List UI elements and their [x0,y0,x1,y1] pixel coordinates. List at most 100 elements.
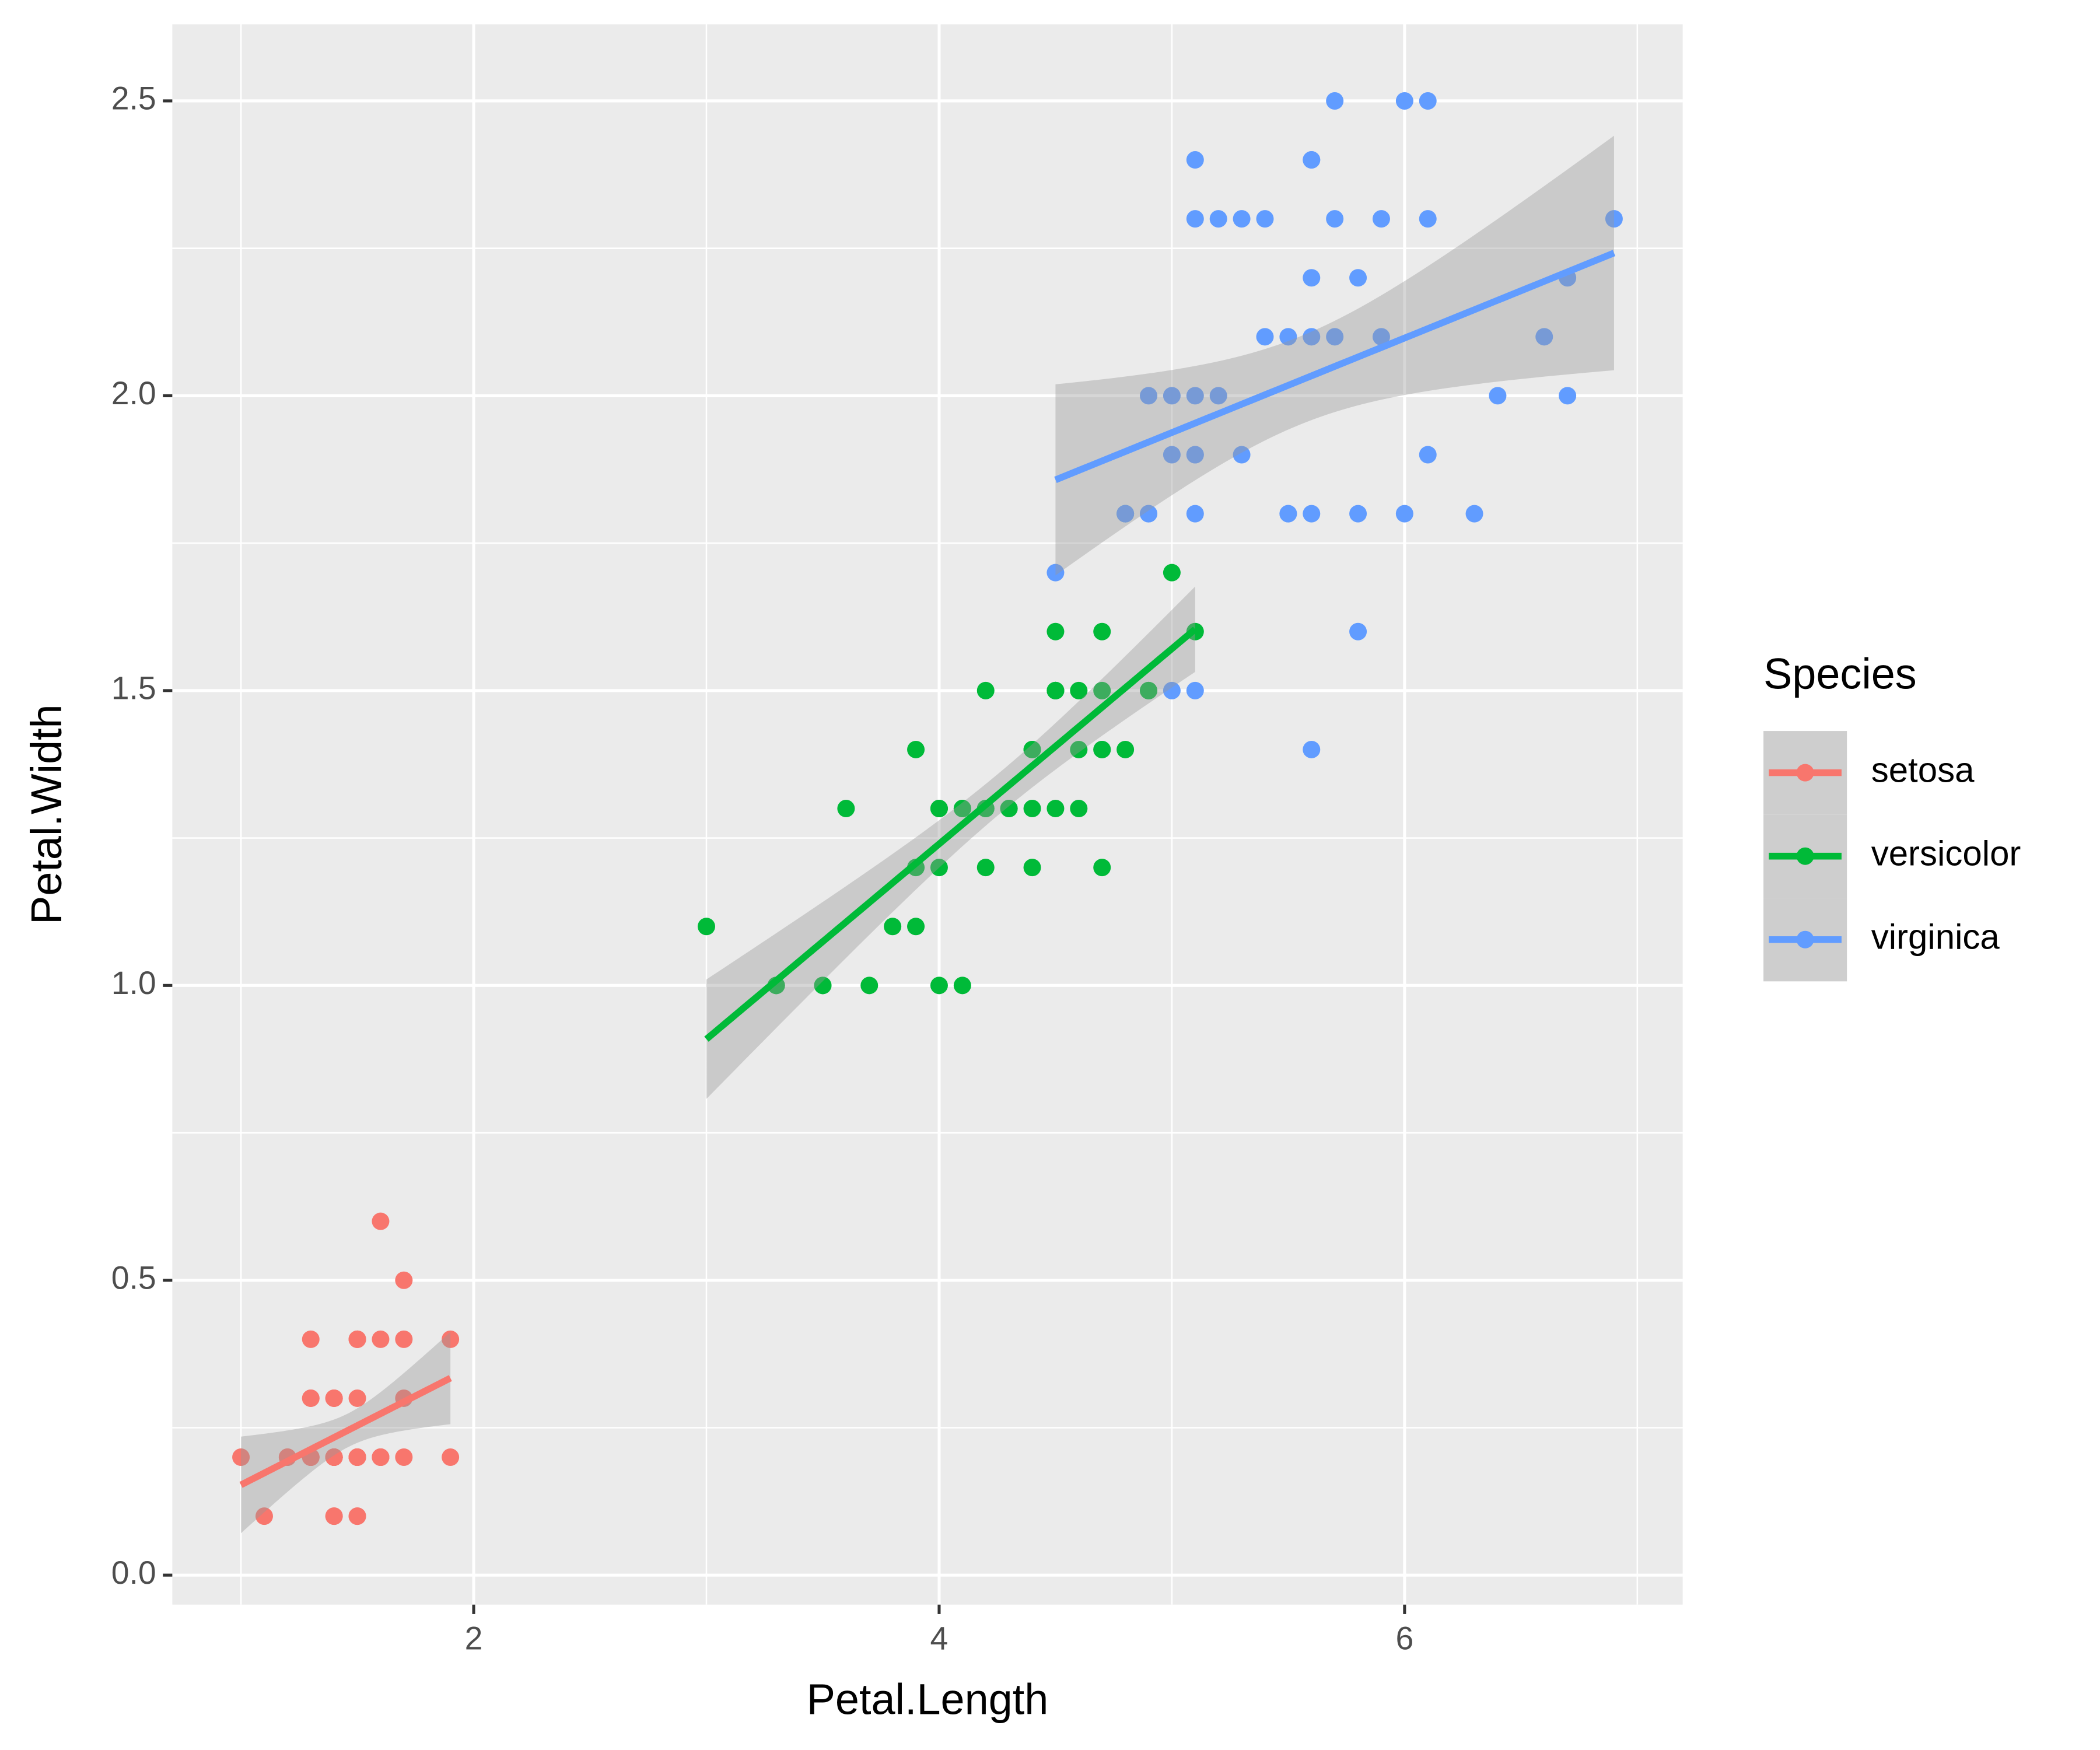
point [1372,210,1390,228]
point [1419,210,1437,228]
point [1163,387,1181,405]
point [1163,681,1181,699]
point [1303,151,1321,169]
point [1046,564,1065,582]
point [1046,681,1065,699]
point [232,1448,250,1466]
point [837,800,855,818]
point [1209,387,1227,405]
point [348,1448,366,1466]
point [1070,681,1088,699]
point [1349,622,1367,640]
panel [172,24,1683,1605]
point [442,1330,460,1348]
point [1186,505,1204,523]
point [860,977,878,995]
x-axis-title: Petal.Length [807,1675,1049,1724]
point [1605,210,1623,228]
confidence-band [1055,135,1614,576]
point [1349,505,1367,523]
point [1140,681,1158,699]
point [977,859,995,877]
point [1093,859,1111,877]
point [1419,92,1437,110]
point [907,918,925,936]
point [348,1389,366,1407]
point [348,1507,366,1525]
point [1070,800,1088,818]
point [325,1507,343,1525]
point [953,977,971,995]
point [372,1212,390,1230]
point [1256,210,1274,228]
point [1163,446,1181,464]
point [1116,740,1135,758]
point [1093,622,1111,640]
point [1023,740,1041,758]
point [1140,505,1158,523]
point [1116,505,1135,523]
y-tick-label: 1.5 [111,670,156,706]
point [953,800,971,818]
trend-line [704,626,1198,1042]
point [1186,387,1204,405]
point [1326,210,1344,228]
y-tick-label: 2.0 [111,375,156,411]
point [1186,151,1204,169]
point [1326,92,1344,110]
point [1279,505,1297,523]
point [1046,622,1065,640]
point [1046,800,1065,818]
legend-label: setosa [1871,750,1975,789]
point [977,681,995,699]
point [1256,328,1274,346]
point [1186,681,1204,699]
legend-point [1796,930,1814,949]
y-axis-title: Petal.Width [22,704,71,925]
point [255,1507,273,1525]
x-tick-label: 4 [930,1620,949,1657]
point [395,1330,413,1348]
point [372,1330,390,1348]
point [1093,681,1111,699]
x-tick-label: 6 [1395,1620,1413,1657]
point [907,740,925,758]
point [302,1389,320,1407]
point [348,1330,366,1348]
point [1209,210,1227,228]
point [372,1448,390,1466]
point [1465,505,1483,523]
point [1070,740,1088,758]
y-tick-label: 0.5 [111,1259,156,1296]
point [1023,800,1041,818]
legend-point [1796,764,1814,782]
point [1303,328,1321,346]
point [1186,210,1204,228]
point [884,918,902,936]
trend-line [239,1375,452,1488]
legend-label: virginica [1871,918,2000,957]
point [1349,269,1367,287]
point [1395,505,1413,523]
point [325,1448,343,1466]
point [1233,446,1251,464]
y-tick-label: 2.5 [111,80,156,117]
point [395,1271,413,1289]
point [395,1448,413,1466]
point [1303,505,1321,523]
point [1326,328,1344,346]
point [1303,740,1321,758]
point [814,977,832,995]
legend-title: Species [1763,649,1917,698]
point [1023,859,1041,877]
point [1140,387,1158,405]
legend-label: versicolor [1871,834,2021,873]
point [1303,269,1321,287]
point [930,859,948,877]
point [325,1389,343,1407]
point [1279,328,1297,346]
point [1395,92,1413,110]
x-tick-label: 2 [465,1620,483,1657]
